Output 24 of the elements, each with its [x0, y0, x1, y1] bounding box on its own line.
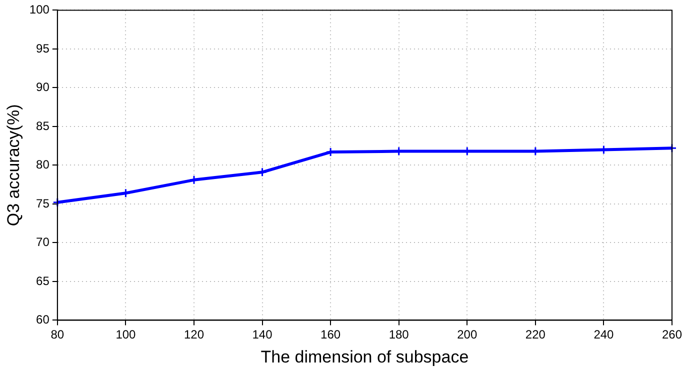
x-axis-title: The dimension of subspace	[260, 347, 469, 366]
x-tick-label: 200	[457, 328, 478, 342]
x-tick-label: 100	[116, 328, 136, 342]
x-tick-label: 160	[320, 328, 341, 342]
y-tick-label: 70	[36, 235, 50, 250]
y-tick-label: 80	[36, 158, 50, 172]
y-tick-label: 95	[36, 41, 50, 56]
point	[52, 198, 62, 208]
x-tick-label: 180	[388, 328, 410, 342]
y-tick-label: 75	[36, 196, 50, 210]
y-tick-label: 85	[36, 118, 50, 133]
y-tick-label: 60	[36, 312, 50, 327]
x-tick-label: 220	[525, 328, 546, 342]
x-tick-label: 260	[662, 328, 682, 342]
y-tick-label: 90	[36, 80, 50, 94]
point	[120, 188, 130, 198]
y-tick-label: 100	[29, 2, 50, 17]
x-tick-label: 120	[184, 328, 204, 342]
y-tick-label: 65	[36, 274, 50, 288]
point	[258, 167, 268, 177]
x-tick-label: 140	[252, 328, 273, 342]
x-tick-label: 240	[594, 328, 614, 342]
x-tick-label: 80	[50, 328, 64, 342]
y-axis-title: Q3 accuracy(%)	[4, 104, 23, 226]
